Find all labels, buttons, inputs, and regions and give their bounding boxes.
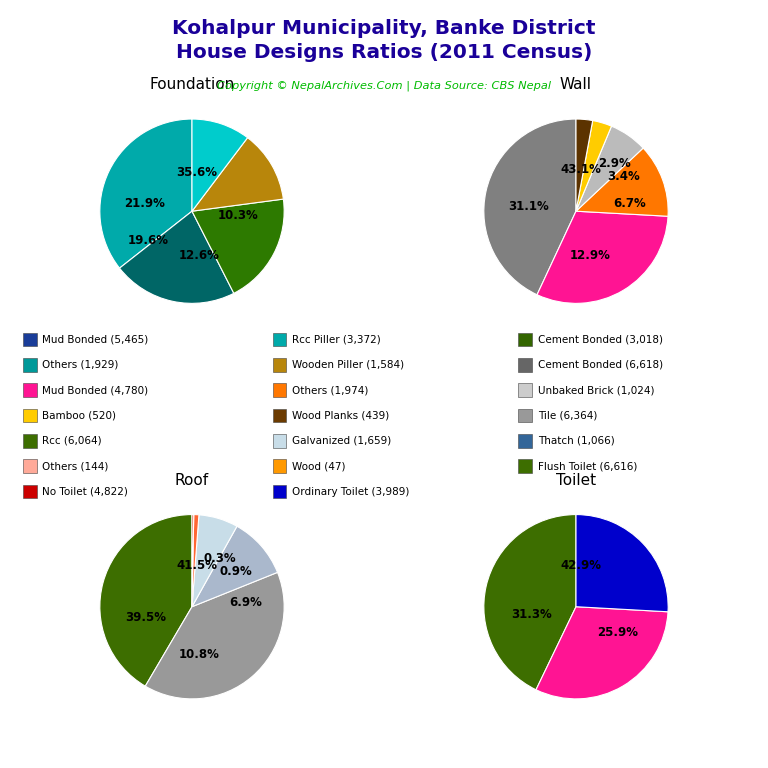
Wedge shape bbox=[145, 572, 284, 699]
Text: 25.9%: 25.9% bbox=[597, 626, 638, 639]
Wedge shape bbox=[576, 119, 593, 211]
Wedge shape bbox=[192, 199, 284, 293]
Text: 39.5%: 39.5% bbox=[125, 611, 167, 624]
Text: Unbaked Brick (1,024): Unbaked Brick (1,024) bbox=[538, 385, 654, 396]
Text: Others (1,974): Others (1,974) bbox=[292, 385, 368, 396]
Wedge shape bbox=[100, 119, 192, 268]
Wedge shape bbox=[192, 119, 247, 211]
Text: 19.6%: 19.6% bbox=[127, 234, 168, 247]
Wedge shape bbox=[536, 607, 668, 699]
Text: Mud Bonded (5,465): Mud Bonded (5,465) bbox=[42, 334, 148, 345]
Text: 31.1%: 31.1% bbox=[508, 200, 548, 213]
Text: 10.8%: 10.8% bbox=[179, 648, 220, 661]
Text: Mud Bonded (4,780): Mud Bonded (4,780) bbox=[42, 385, 148, 396]
Text: 6.7%: 6.7% bbox=[613, 197, 646, 210]
Wedge shape bbox=[576, 515, 668, 612]
Wedge shape bbox=[484, 119, 576, 295]
Text: 41.5%: 41.5% bbox=[176, 559, 217, 571]
Title: Wall: Wall bbox=[560, 77, 592, 92]
Text: Cement Bonded (3,018): Cement Bonded (3,018) bbox=[538, 334, 663, 345]
Title: Toilet: Toilet bbox=[556, 472, 596, 488]
Text: 10.3%: 10.3% bbox=[217, 210, 259, 222]
Text: Wood Planks (439): Wood Planks (439) bbox=[292, 410, 389, 421]
Wedge shape bbox=[576, 148, 668, 217]
Wedge shape bbox=[576, 121, 611, 211]
Text: Wooden Piller (1,584): Wooden Piller (1,584) bbox=[292, 359, 404, 370]
Text: 21.9%: 21.9% bbox=[124, 197, 164, 210]
Text: 35.6%: 35.6% bbox=[176, 166, 217, 179]
Text: Others (1,929): Others (1,929) bbox=[42, 359, 118, 370]
Text: Kohalpur Municipality, Banke District
House Designs Ratios (2011 Census): Kohalpur Municipality, Banke District Ho… bbox=[172, 19, 596, 62]
Text: 12.6%: 12.6% bbox=[179, 249, 220, 262]
Wedge shape bbox=[484, 515, 576, 690]
Wedge shape bbox=[120, 211, 233, 303]
Wedge shape bbox=[576, 126, 643, 211]
Text: 31.3%: 31.3% bbox=[511, 607, 552, 621]
Text: 0.9%: 0.9% bbox=[220, 565, 253, 578]
Text: Galvanized (1,659): Galvanized (1,659) bbox=[292, 435, 391, 446]
Text: Flush Toilet (6,616): Flush Toilet (6,616) bbox=[538, 461, 637, 472]
Text: Others (144): Others (144) bbox=[42, 461, 108, 472]
Text: 42.9%: 42.9% bbox=[560, 559, 601, 571]
Wedge shape bbox=[192, 526, 277, 607]
Text: Thatch (1,066): Thatch (1,066) bbox=[538, 435, 614, 446]
Text: Cement Bonded (6,618): Cement Bonded (6,618) bbox=[538, 359, 663, 370]
Text: Rcc Piller (3,372): Rcc Piller (3,372) bbox=[292, 334, 381, 345]
Wedge shape bbox=[537, 211, 668, 303]
Text: 43.1%: 43.1% bbox=[560, 164, 601, 176]
Text: 2.9%: 2.9% bbox=[598, 157, 631, 170]
Text: Bamboo (520): Bamboo (520) bbox=[42, 410, 116, 421]
Wedge shape bbox=[192, 515, 194, 607]
Wedge shape bbox=[192, 137, 283, 211]
Title: Foundation: Foundation bbox=[149, 77, 235, 92]
Text: Wood (47): Wood (47) bbox=[292, 461, 346, 472]
Wedge shape bbox=[192, 515, 237, 607]
Text: 0.3%: 0.3% bbox=[204, 552, 236, 565]
Text: Tile (6,364): Tile (6,364) bbox=[538, 410, 597, 421]
Text: Ordinary Toilet (3,989): Ordinary Toilet (3,989) bbox=[292, 486, 409, 497]
Text: 12.9%: 12.9% bbox=[569, 249, 611, 262]
Text: 3.4%: 3.4% bbox=[607, 170, 641, 183]
Title: Roof: Roof bbox=[175, 472, 209, 488]
Text: 6.9%: 6.9% bbox=[229, 596, 262, 608]
Text: Copyright © NepalArchives.Com | Data Source: CBS Nepal: Copyright © NepalArchives.Com | Data Sou… bbox=[217, 81, 551, 91]
Wedge shape bbox=[192, 515, 199, 607]
Text: No Toilet (4,822): No Toilet (4,822) bbox=[42, 486, 128, 497]
Text: Rcc (6,064): Rcc (6,064) bbox=[42, 435, 102, 446]
Wedge shape bbox=[100, 515, 192, 686]
